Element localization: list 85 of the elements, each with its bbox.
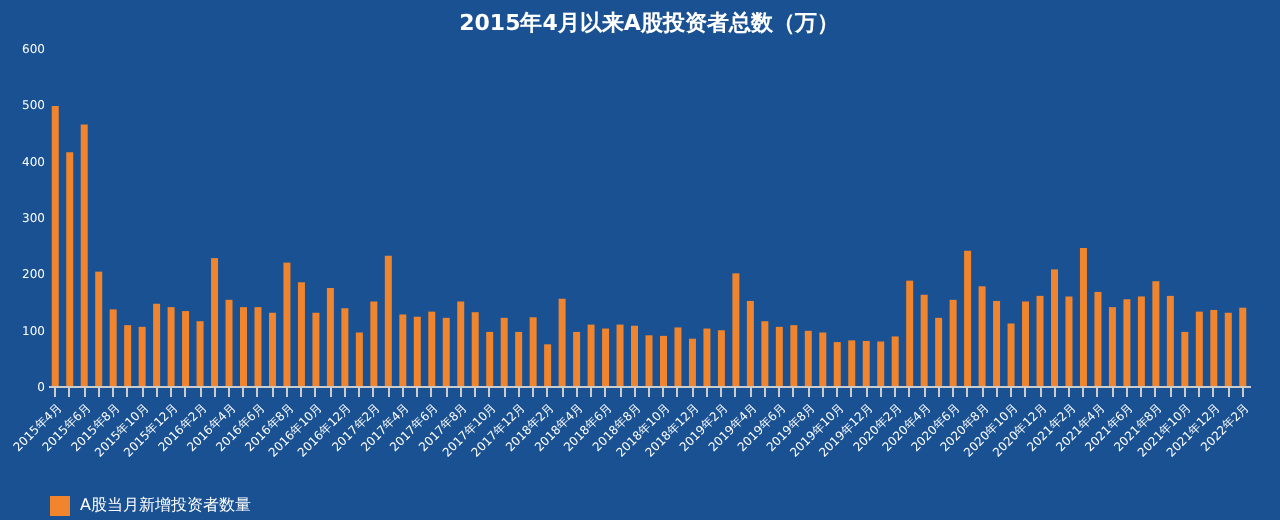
bar [355,332,363,386]
bar [877,341,885,386]
bar [515,331,523,386]
bar [1166,295,1174,386]
bar [51,106,59,386]
bar [688,338,696,386]
bar [486,331,494,386]
bar [1007,323,1015,386]
bar [1137,296,1145,386]
bar [1195,311,1203,386]
bar [211,258,219,386]
bar [1079,247,1087,386]
bar [558,298,566,386]
bar [167,307,175,386]
bar [645,335,653,386]
bar [833,342,841,386]
bar [413,316,421,386]
bar [370,301,378,386]
bar [254,307,262,386]
bar [978,286,986,386]
bar [935,317,943,386]
bar [674,327,682,386]
bar [761,321,769,386]
bar [529,317,537,386]
bar [790,325,798,386]
bar [862,340,870,386]
bar [124,325,132,386]
bar [1239,307,1247,386]
bar [471,312,479,386]
bar [341,308,349,386]
bar [297,282,305,386]
bar [587,324,595,386]
bar [819,332,827,386]
bar [964,250,972,386]
bar [1050,269,1058,386]
bar [703,328,711,386]
bar [283,262,291,386]
bar [732,273,740,386]
bar [1224,312,1232,386]
bar [80,124,88,386]
bar [1210,309,1218,386]
bar [631,325,639,386]
bar [717,330,725,386]
bar [384,255,392,386]
bar [312,312,320,386]
bar [1181,331,1189,386]
bar [993,300,1001,386]
bar [573,331,581,386]
bar [949,299,957,386]
bar [138,326,146,386]
bar [746,300,754,386]
chart-title: 2015年4月以来A股投资者总数（万） [459,10,839,36]
bar [442,317,450,386]
bar [95,271,103,386]
bar [602,328,610,386]
bar [1094,291,1102,386]
bar [153,303,161,386]
bar [225,299,233,386]
bar [500,317,508,386]
bar [1152,281,1160,386]
bar [1123,299,1131,386]
bar [804,330,812,386]
bar [399,314,407,386]
bar [891,336,899,386]
bar [920,294,928,386]
bar [196,321,204,386]
bar [182,311,190,386]
bar [544,344,552,386]
bar [66,152,74,386]
bar [1022,301,1030,386]
bar [109,309,117,386]
legend-label: A股当月新增投资者数量 [80,496,251,514]
bar [428,311,436,386]
bar [240,307,248,386]
bar [457,301,465,386]
bar [1036,295,1044,386]
bar [775,326,783,386]
bar [268,312,276,386]
bar [906,280,914,386]
bar [326,287,334,386]
bar [659,335,667,386]
bar [848,340,856,386]
bar [1108,307,1116,386]
bar [1065,296,1073,386]
bar [616,324,624,386]
